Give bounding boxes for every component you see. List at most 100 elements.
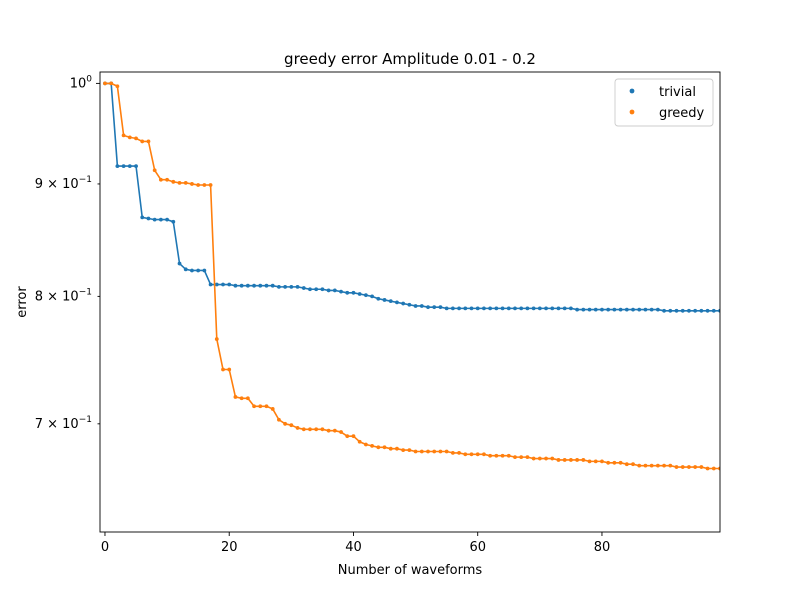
data-point-trivial (662, 308, 666, 313)
data-point-trivial (668, 308, 673, 313)
data-point-greedy (109, 81, 114, 86)
data-point-greedy (525, 455, 530, 460)
data-point-trivial (419, 304, 424, 308)
data-point-greedy (612, 460, 617, 465)
data-point-greedy (308, 427, 312, 432)
data-point-trivial (475, 306, 480, 311)
data-point-greedy (289, 423, 294, 428)
data-point-trivial (556, 306, 561, 311)
data-point-trivial (606, 307, 611, 312)
series-layer (103, 81, 720, 471)
data-point-trivial (705, 308, 710, 313)
data-point-greedy (457, 451, 461, 455)
data-point-greedy (177, 180, 182, 185)
data-point-trivial (208, 282, 213, 287)
data-point-greedy (438, 449, 443, 454)
data-point-greedy (283, 421, 288, 426)
data-point-trivial (687, 308, 691, 313)
y-tick-exponent: −1 (79, 175, 92, 185)
data-point-trivial (506, 306, 511, 311)
data-point-greedy (531, 456, 536, 461)
data-point-greedy (314, 427, 319, 432)
data-point-greedy (152, 168, 157, 173)
data-point-trivial (376, 296, 381, 301)
data-point-trivial (202, 268, 207, 273)
data-point-trivial (277, 284, 281, 289)
data-point-greedy (171, 179, 176, 184)
x-tick-label: 0 (101, 540, 109, 555)
data-point-trivial (252, 283, 256, 288)
data-point-greedy (426, 449, 430, 454)
data-point-greedy (146, 139, 151, 144)
data-point-trivial (183, 267, 188, 272)
data-point-trivial (674, 308, 679, 313)
data-point-greedy (500, 453, 505, 458)
data-point-trivial (264, 283, 269, 288)
data-point-trivial (624, 307, 629, 312)
y-tick-exponent: 0 (86, 74, 92, 84)
data-point-greedy (494, 453, 499, 458)
data-point-greedy (606, 460, 611, 465)
data-point-greedy (662, 463, 666, 468)
data-point-greedy (332, 428, 337, 433)
data-point-greedy (264, 404, 269, 409)
data-point-greedy (444, 449, 449, 454)
data-point-greedy (488, 453, 493, 458)
data-point-trivial (575, 307, 580, 312)
data-point-greedy (214, 337, 219, 341)
data-point-greedy (339, 430, 343, 434)
series-greedy (103, 81, 720, 471)
data-point-trivial (158, 217, 163, 222)
data-point-trivial (612, 307, 617, 312)
data-point-greedy (506, 453, 511, 458)
data-point-trivial (631, 307, 635, 312)
legend-marker-trivial (629, 88, 635, 94)
data-point-trivial (370, 294, 374, 299)
data-point-trivial (593, 307, 598, 312)
x-tick-label: 60 (469, 540, 486, 555)
data-point-greedy (407, 448, 412, 452)
data-point-trivial (426, 305, 430, 310)
data-point-trivial (388, 299, 393, 304)
data-point-greedy (208, 183, 213, 187)
data-point-greedy (562, 458, 567, 462)
data-point-trivial (332, 288, 337, 293)
data-point-greedy (693, 465, 698, 469)
data-point-trivial (463, 306, 468, 311)
data-point-trivial (693, 308, 698, 313)
data-point-greedy (450, 451, 455, 455)
data-point-trivial (308, 287, 312, 292)
data-point-greedy (103, 81, 107, 86)
data-point-greedy (190, 182, 194, 186)
data-point-trivial (339, 289, 343, 294)
data-point-greedy (158, 177, 163, 182)
data-point-greedy (550, 456, 555, 461)
data-point-trivial (482, 306, 486, 311)
data-point-trivial (699, 308, 704, 313)
series-line-trivial (104, 82, 720, 312)
data-point-trivial (233, 283, 238, 288)
data-point-greedy (245, 396, 250, 401)
data-point-greedy (624, 462, 629, 467)
data-point-greedy (637, 463, 642, 468)
data-point-greedy (258, 404, 263, 409)
y-tick-label: 7 × 10−1 (35, 415, 92, 432)
data-point-greedy (221, 367, 225, 372)
data-point-greedy (475, 452, 480, 457)
data-point-greedy (326, 428, 331, 433)
data-point-trivial (531, 306, 536, 311)
data-point-greedy (395, 446, 399, 451)
data-point-greedy (140, 139, 145, 144)
data-point-greedy (239, 396, 244, 401)
legend-frame (614, 78, 714, 127)
data-point-trivial (718, 308, 720, 313)
data-point-trivial (550, 306, 555, 311)
data-point-greedy (115, 84, 120, 89)
data-point-greedy (593, 459, 598, 464)
data-point-trivial (165, 217, 169, 222)
data-point-trivial (289, 284, 294, 289)
data-point-greedy (233, 395, 238, 399)
data-point-greedy (587, 459, 592, 464)
series-line-greedy (104, 82, 720, 470)
data-point-greedy (432, 449, 437, 454)
